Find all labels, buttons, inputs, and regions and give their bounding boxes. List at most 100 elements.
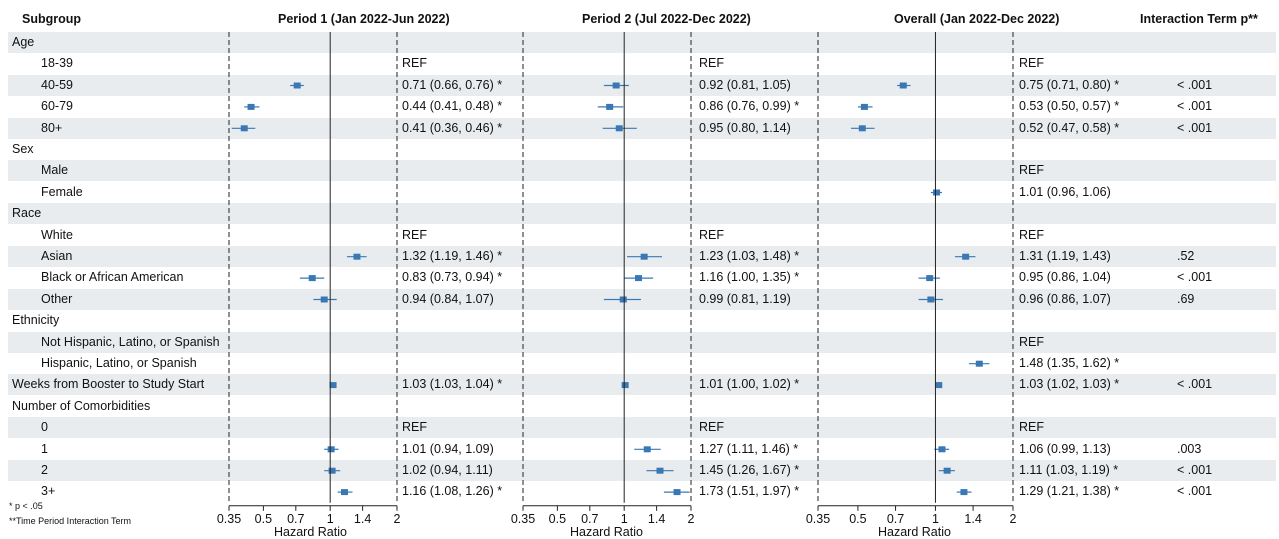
header-period2: Period 2 (Jul 2022-Dec 2022) — [582, 12, 751, 26]
estimate-text: 1.32 (1.19, 1.46) * — [402, 249, 503, 263]
estimate-text: 0.53 (0.50, 0.57) * — [1019, 99, 1120, 114]
estimate-text: REF — [699, 227, 724, 242]
estimate-text: 1.03 (1.03, 1.04) * — [402, 377, 503, 392]
subgroup-label: 40-59 — [41, 77, 73, 92]
interaction-p-value: .69 — [1177, 291, 1195, 306]
axis-title-p1: Hazard Ratio — [274, 525, 347, 539]
subgroup-label: Asian — [41, 249, 73, 263]
hr-marker — [960, 489, 968, 496]
hr-marker — [619, 296, 627, 303]
estimate-text: 1.73 (1.51, 1.97) * — [699, 484, 800, 499]
estimate-text: REF — [1019, 163, 1044, 178]
hr-marker — [340, 489, 348, 496]
footnote-significance: * p < .05 — [9, 501, 43, 511]
estimate-text: 0.92 (0.81, 1.05) — [699, 77, 791, 92]
group-label: Weeks from Booster to Study Start — [12, 377, 205, 392]
interaction-p-value: < .001 — [1177, 377, 1213, 392]
estimate-text: 1.45 (1.26, 1.67) * — [699, 463, 800, 477]
x-tick-label: 0.7 — [287, 512, 304, 526]
hr-marker — [353, 253, 361, 260]
x-tick-label: 1.4 — [964, 512, 981, 526]
estimate-text: 1.27 (1.11, 1.46) * — [699, 441, 799, 456]
hr-marker — [621, 382, 629, 389]
hr-marker — [656, 467, 664, 474]
estimate-text: 0.52 (0.47, 0.58) * — [1019, 120, 1120, 135]
interaction-p-value: < .001 — [1177, 270, 1213, 285]
subgroup-label: Hispanic, Latino, or Spanish — [41, 356, 197, 370]
hr-marker — [320, 296, 328, 303]
estimate-text: 0.83 (0.73, 0.94) * — [402, 270, 503, 285]
x-tick-label: 2 — [394, 512, 401, 526]
group-label: Age — [12, 35, 35, 49]
interaction-p-value: < .001 — [1177, 463, 1213, 477]
hr-marker — [943, 467, 951, 474]
row-stripe — [8, 117, 1276, 139]
row-stripe — [8, 331, 1276, 353]
x-tick-label: 2 — [688, 512, 695, 526]
estimate-text: REF — [1019, 420, 1044, 435]
hr-marker — [899, 82, 907, 89]
x-tick-label: 0.35 — [511, 512, 535, 526]
estimate-text: 1.29 (1.21, 1.38) * — [1019, 484, 1120, 499]
axis-title-p2: Hazard Ratio — [570, 525, 643, 539]
estimate-text: 1.23 (1.03, 1.48) * — [699, 249, 800, 263]
x-tick-label: 0.5 — [255, 512, 272, 526]
estimate-text: REF — [1019, 56, 1044, 71]
estimate-text: REF — [1019, 334, 1044, 349]
estimate-text: 0.95 (0.80, 1.14) — [699, 120, 791, 135]
estimate-text: 0.71 (0.66, 0.76) * — [402, 77, 503, 92]
hr-marker — [933, 189, 941, 196]
estimate-text: 1.01 (1.00, 1.02) * — [699, 377, 800, 392]
interaction-p-value: < .001 — [1177, 484, 1213, 499]
hr-marker — [308, 275, 316, 282]
row-stripe — [8, 417, 1276, 439]
hr-marker — [926, 275, 934, 282]
row-stripe — [8, 32, 1276, 53]
row-stripe — [8, 460, 1276, 481]
subgroup-label: Other — [41, 291, 73, 306]
hr-marker — [329, 382, 337, 389]
hr-marker — [240, 125, 248, 132]
x-tick-label: 0.35 — [217, 512, 241, 526]
axis-title-overall: Hazard Ratio — [878, 525, 951, 539]
estimate-text: 0.41 (0.36, 0.46) * — [402, 120, 503, 135]
subgroup-label: White — [41, 227, 73, 242]
hr-marker — [975, 360, 983, 367]
subgroup-label: 80+ — [41, 120, 63, 135]
header-subgroup: Subgroup — [22, 12, 82, 26]
row-stripe — [8, 203, 1276, 225]
hr-marker — [640, 253, 648, 260]
estimate-text: 1.16 (1.08, 1.26) * — [402, 484, 503, 499]
header-period1: Period 1 (Jan 2022-Jun 2022) — [278, 12, 450, 26]
estimate-text: REF — [699, 56, 724, 71]
subgroup-label: Not Hispanic, Latino, or Spanish — [41, 334, 220, 349]
estimate-text: REF — [402, 420, 427, 435]
x-tick-label: 0.5 — [549, 512, 566, 526]
estimate-text: 0.86 (0.76, 0.99) * — [699, 99, 800, 114]
x-tick-label: 0.7 — [887, 512, 904, 526]
subgroup-label: 0 — [41, 420, 48, 435]
interaction-p-value: < .001 — [1177, 99, 1213, 114]
estimate-text: 1.16 (1.00, 1.35) * — [699, 270, 800, 285]
x-tick-label: 1.4 — [648, 512, 665, 526]
subgroup-label: Female — [41, 184, 83, 199]
x-tick-label: 1 — [621, 512, 628, 526]
interaction-p-value: < .001 — [1177, 77, 1213, 92]
estimate-text: 1.31 (1.19, 1.43) — [1019, 249, 1111, 263]
x-tick-label: 2 — [1010, 512, 1017, 526]
hr-marker — [860, 103, 868, 110]
hr-marker — [927, 296, 935, 303]
hr-marker — [327, 446, 335, 453]
group-label: Number of Comorbidities — [12, 398, 151, 413]
estimate-text: REF — [402, 227, 427, 242]
estimate-text: REF — [1019, 227, 1044, 242]
estimate-text: 1.11 (1.03, 1.19) * — [1019, 463, 1119, 477]
hr-marker — [612, 82, 620, 89]
estimate-text: 0.94 (0.84, 1.07) — [402, 291, 494, 306]
estimate-text: 0.99 (0.81, 1.19) — [699, 291, 791, 306]
hr-marker — [328, 467, 336, 474]
hr-marker — [858, 125, 866, 132]
row-stripe — [8, 160, 1276, 182]
hr-marker — [938, 446, 946, 453]
